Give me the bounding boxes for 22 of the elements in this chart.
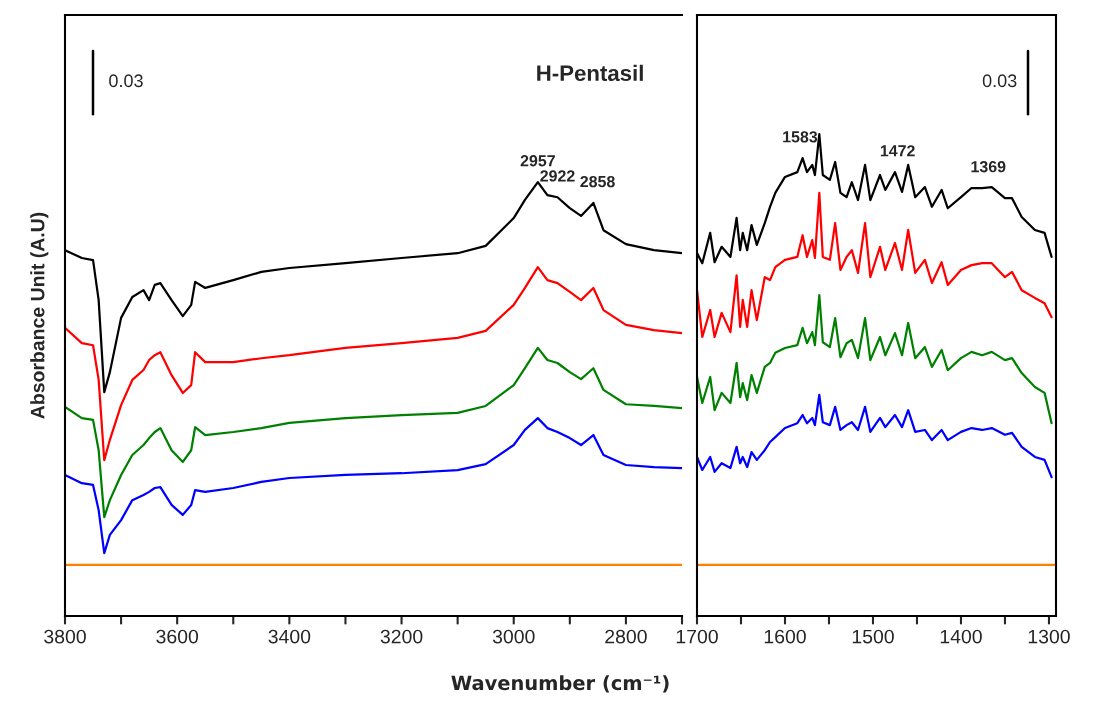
x-tick-label: 3600 (156, 629, 199, 644)
x-tick-label: 1600 (764, 629, 806, 644)
x-tick-label: 1500 (852, 629, 894, 644)
annotation: 1369 (971, 161, 1006, 173)
annotation: 1472 (880, 145, 915, 157)
x-tick-label: 1400 (940, 629, 982, 644)
text: 0.03 (109, 74, 143, 88)
annotation: 2957 (520, 155, 555, 167)
annotation: 2922 (540, 170, 575, 182)
x-tick-label: 3800 (44, 629, 86, 644)
x-tick-label: 1700 (676, 629, 718, 644)
x-tick-label: 3400 (268, 629, 311, 644)
x-tick-label: 1300 (1028, 629, 1070, 644)
annotation: 1583 (783, 131, 818, 143)
x-tick-label: 2800 (605, 629, 647, 644)
x-tick-label: 3000 (492, 629, 535, 644)
annotation: 2858 (580, 175, 615, 188)
y-axis-title: Absorbance Unit (A.U) (30, 212, 49, 419)
chart-title: H-Pentasil (537, 64, 643, 82)
x-tick-label: 3200 (380, 629, 423, 644)
text: 0.03 (982, 74, 1017, 88)
x-axis-title: Wavenumber (cm⁻¹) (451, 675, 669, 693)
